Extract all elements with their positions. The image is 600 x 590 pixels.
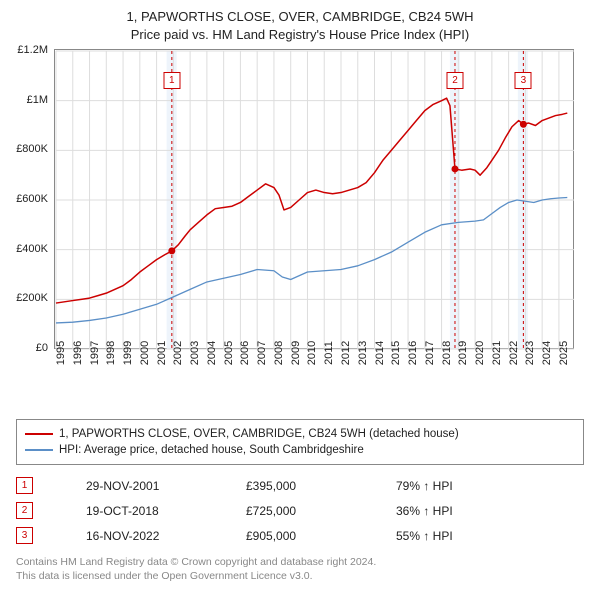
x-tick-label: 2000: [139, 341, 151, 365]
x-tick-label: 2017: [424, 341, 436, 365]
x-axis: 1995199619971998199920002001200220032004…: [54, 349, 574, 379]
y-tick-label: £1M: [27, 94, 48, 106]
table-row: 2 19-OCT-2018£725,00036% ↑ HPI: [16, 498, 463, 523]
x-tick-label: 2012: [340, 341, 352, 365]
x-tick-label: 2003: [189, 341, 201, 365]
y-tick-label: £600K: [16, 193, 48, 205]
x-tick-label: 2005: [223, 341, 235, 365]
event-id-marker: 3: [16, 527, 33, 544]
x-tick-label: 1997: [89, 341, 101, 365]
event-marker: 3: [515, 72, 532, 89]
x-tick-label: 2015: [390, 341, 402, 365]
x-tick-label: 2002: [172, 341, 184, 365]
footer-note: Contains HM Land Registry data © Crown c…: [16, 556, 584, 583]
x-tick-label: 2006: [239, 341, 251, 365]
y-tick-label: £800K: [16, 143, 48, 155]
footer-line2: This data is licensed under the Open Gov…: [16, 570, 584, 584]
legend-row: 1, PAPWORTHS CLOSE, OVER, CAMBRIDGE, CB2…: [25, 426, 575, 442]
x-tick-label: 2014: [374, 341, 386, 365]
x-tick-label: 2018: [441, 341, 453, 365]
event-marker: 1: [163, 72, 180, 89]
x-tick-label: 2009: [290, 341, 302, 365]
event-vs-hpi: 55% ↑ HPI: [396, 523, 463, 548]
x-tick-label: 1998: [105, 341, 117, 365]
x-tick-label: 2007: [256, 341, 268, 365]
event-id-marker: 1: [16, 477, 33, 494]
x-tick-label: 1999: [122, 341, 134, 365]
event-vs-hpi: 36% ↑ HPI: [396, 498, 463, 523]
chart-title-line2: Price paid vs. HM Land Registry's House …: [10, 26, 590, 44]
chart-container: 1, PAPWORTHS CLOSE, OVER, CAMBRIDGE, CB2…: [0, 0, 600, 589]
x-tick-label: 2010: [306, 341, 318, 365]
legend-row: HPI: Average price, detached house, Sout…: [25, 442, 575, 458]
x-tick-label: 1995: [55, 341, 67, 365]
table-row: 3 16-NOV-2022£905,00055% ↑ HPI: [16, 523, 463, 548]
y-tick-label: £1.2M: [17, 44, 48, 56]
y-tick-label: £0: [36, 342, 48, 354]
event-vs-hpi: 79% ↑ HPI: [396, 473, 463, 498]
x-tick-label: 2025: [558, 341, 570, 365]
y-tick-label: £200K: [16, 292, 48, 304]
table-row: 1 29-NOV-2001£395,00079% ↑ HPI: [16, 473, 463, 498]
event-price: £725,000: [246, 498, 396, 523]
x-tick-label: 1996: [72, 341, 84, 365]
event-id-marker: 2: [16, 502, 33, 519]
x-tick-label: 2023: [524, 341, 536, 365]
event-date: 19-OCT-2018: [86, 498, 246, 523]
legend-swatch: [25, 449, 53, 451]
x-tick-label: 2011: [323, 341, 335, 365]
event-date: 29-NOV-2001: [86, 473, 246, 498]
y-tick-label: £400K: [16, 243, 48, 255]
events-table: 1 29-NOV-2001£395,00079% ↑ HPI 2 19-OCT-201…: [16, 473, 463, 548]
x-tick-label: 2001: [156, 341, 168, 365]
plot-area: 1 2 3: [54, 49, 574, 349]
x-tick-label: 2024: [541, 341, 553, 365]
y-axis: £0£200K£400K£600K£800K£1M£1.2M: [10, 49, 54, 349]
event-price: £395,000: [246, 473, 396, 498]
x-tick-label: 2008: [273, 341, 285, 365]
event-price: £905,000: [246, 523, 396, 548]
chart-title-line1: 1, PAPWORTHS CLOSE, OVER, CAMBRIDGE, CB2…: [10, 8, 590, 26]
x-tick-label: 2004: [206, 341, 218, 365]
legend: 1, PAPWORTHS CLOSE, OVER, CAMBRIDGE, CB2…: [16, 419, 584, 465]
x-tick-label: 2019: [457, 341, 469, 365]
x-tick-label: 2022: [508, 341, 520, 365]
legend-swatch: [25, 433, 53, 435]
x-tick-label: 2021: [491, 341, 503, 365]
x-tick-label: 2020: [474, 341, 486, 365]
event-date: 16-NOV-2022: [86, 523, 246, 548]
x-tick-label: 2013: [357, 341, 369, 365]
footer-line1: Contains HM Land Registry data © Crown c…: [16, 556, 584, 570]
legend-label: HPI: Average price, detached house, Sout…: [59, 444, 364, 456]
plot-wrap: £0£200K£400K£600K£800K£1M£1.2M 123 19951…: [10, 49, 590, 379]
x-tick-label: 2016: [407, 341, 419, 365]
event-marker: 2: [446, 72, 463, 89]
legend-label: 1, PAPWORTHS CLOSE, OVER, CAMBRIDGE, CB2…: [59, 428, 459, 440]
